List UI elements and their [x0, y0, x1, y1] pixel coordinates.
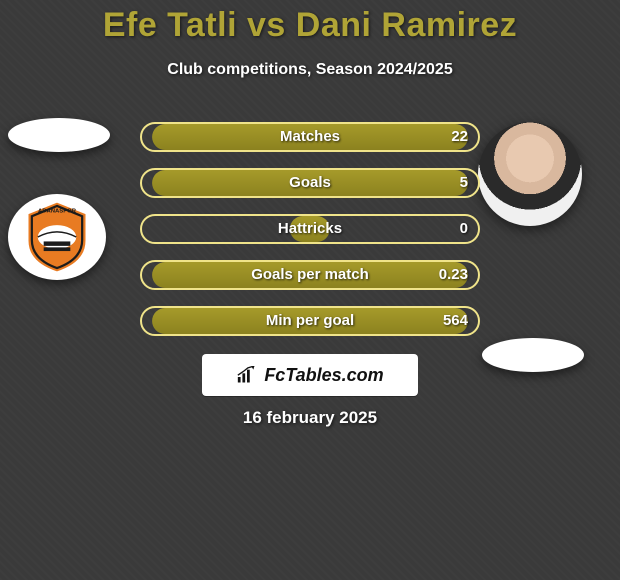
- club-crest-icon: ADANASPOR: [20, 200, 94, 274]
- date-line: 16 february 2025: [0, 408, 620, 428]
- stat-value-right: 5: [460, 168, 468, 198]
- brand-text: FcTables.com: [264, 365, 383, 386]
- stat-value-right: 0: [460, 214, 468, 244]
- comparison-card: Efe Tatli vs Dani Ramirez Club competiti…: [0, 0, 620, 580]
- player-left-column: ADANASPOR: [8, 118, 118, 280]
- stat-value-right: 564: [443, 306, 468, 336]
- stat-label: Goals per match: [140, 260, 480, 290]
- stat-label: Matches: [140, 122, 480, 152]
- stat-label: Hattricks: [140, 214, 480, 244]
- stat-value-right: 0.23: [439, 260, 468, 290]
- stat-row: Matches22: [140, 122, 480, 152]
- player-left-club-badge: ADANASPOR: [8, 194, 106, 280]
- stats-bars: Matches22 Goals5 Hattricks0 Goals per match…: [140, 122, 480, 352]
- player-left-photo-placeholder: [8, 118, 110, 152]
- player-right-badge-placeholder: [482, 338, 584, 372]
- stat-row: Goals per match0.23: [140, 260, 480, 290]
- svg-text:ADANASPOR: ADANASPOR: [38, 209, 77, 215]
- stat-row: Min per goal564: [140, 306, 480, 336]
- stat-row: Goals5: [140, 168, 480, 198]
- page-title: Efe Tatli vs Dani Ramirez: [0, 0, 620, 45]
- stat-label: Goals: [140, 168, 480, 198]
- stat-value-right: 22: [451, 122, 468, 152]
- stat-label: Min per goal: [140, 306, 480, 336]
- player-right-column: [482, 122, 592, 372]
- subtitle: Club competitions, Season 2024/2025: [0, 61, 620, 79]
- brand-chart-icon: [236, 366, 258, 384]
- player-right-photo: [478, 122, 582, 226]
- stat-row: Hattricks0: [140, 214, 480, 244]
- brand-plate: FcTables.com: [202, 354, 418, 396]
